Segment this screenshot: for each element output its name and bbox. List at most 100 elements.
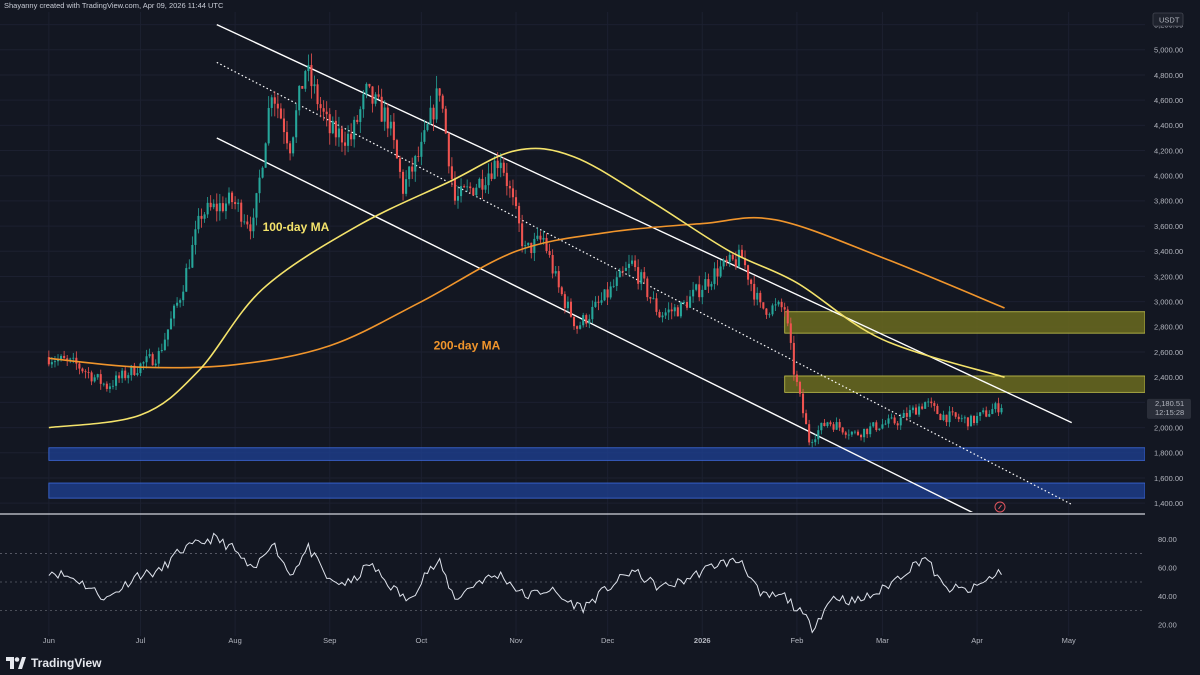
price-tick-label: 4,800.00 — [1154, 71, 1183, 80]
candle-body — [337, 128, 340, 138]
candle-body — [93, 377, 96, 382]
currency-label: USDT — [1152, 12, 1184, 27]
candle-body — [588, 319, 591, 324]
candle-body — [212, 203, 215, 208]
candle-body — [417, 156, 420, 157]
candle-body — [261, 167, 264, 178]
price-tick-label: 1,800.00 — [1154, 449, 1183, 458]
candle-body — [783, 307, 786, 310]
candle-body — [148, 354, 151, 357]
candle-body — [359, 109, 362, 122]
candle-body — [475, 187, 478, 196]
candle-body — [99, 374, 102, 384]
price-tick-label: 2,600.00 — [1154, 348, 1183, 357]
candle-body — [301, 85, 304, 89]
candle-body — [377, 94, 380, 97]
candle-body — [646, 278, 649, 298]
candle-body — [353, 119, 356, 140]
candle-body — [576, 326, 579, 329]
candle-body — [374, 94, 377, 104]
candle-body — [670, 309, 673, 312]
price-tick-label: 3,600.00 — [1154, 222, 1183, 231]
time-tick-label: Sep — [323, 636, 336, 645]
candle-body — [942, 414, 945, 420]
candle-body — [896, 423, 899, 426]
candle-body — [655, 298, 658, 312]
tradingview-logo[interactable]: TradingView — [6, 656, 101, 670]
candle-body — [496, 160, 499, 169]
candle-body — [75, 357, 78, 364]
candle-body — [685, 302, 689, 308]
candle-body — [285, 132, 289, 144]
candle-body — [933, 403, 936, 406]
candle-body — [713, 268, 716, 284]
candle-body — [276, 103, 279, 109]
alert-marker-icon[interactable] — [994, 501, 1006, 513]
candle-body — [163, 339, 166, 351]
price-chart[interactable]: 100-day MA 200-day MA 5,200.005,000.004,… — [0, 0, 1200, 652]
candle-body — [869, 426, 872, 435]
rsi-axis[interactable]: 80.00 60.00 40.00 20.00 — [1158, 535, 1177, 629]
candle-body — [460, 186, 463, 197]
candle-body — [661, 315, 664, 318]
candle-body — [823, 422, 826, 427]
candle-body — [829, 422, 832, 425]
candle-body — [362, 94, 365, 110]
candle-body — [279, 108, 282, 119]
candle-body — [386, 107, 389, 129]
candle-body — [905, 412, 908, 417]
candle-body — [569, 301, 573, 317]
candle-body — [322, 108, 325, 112]
candle-body — [463, 186, 466, 188]
candle-body — [811, 442, 814, 443]
candle-body — [582, 315, 585, 326]
candle-body — [731, 254, 734, 260]
candle-body — [343, 142, 347, 146]
candle-body — [682, 302, 685, 303]
candle-body — [991, 409, 994, 415]
candle-body — [1000, 407, 1003, 413]
candle-body — [160, 350, 163, 352]
candle-body — [918, 406, 921, 415]
candle-body — [768, 314, 771, 316]
candle-body — [298, 85, 301, 111]
price-tick-label: 1,400.00 — [1154, 499, 1183, 508]
candle-body — [643, 272, 646, 279]
candle-body — [478, 178, 481, 188]
candle-body — [777, 301, 780, 305]
candle-body — [209, 202, 212, 208]
candle-body — [808, 424, 811, 443]
candle-body — [692, 289, 695, 297]
candle-body — [350, 133, 353, 140]
candle-body — [994, 403, 997, 410]
price-axis[interactable]: 5,200.005,000.004,800.004,600.004,400.00… — [1154, 20, 1183, 508]
candle-body — [221, 203, 224, 212]
candle-body — [841, 427, 844, 433]
price-tick-label: 2,800.00 — [1154, 323, 1183, 332]
candle-body — [270, 97, 273, 108]
candle-body — [725, 259, 728, 262]
candle-body — [405, 179, 408, 194]
candles — [47, 53, 1003, 448]
candle-body — [527, 242, 530, 246]
candle-body — [157, 351, 160, 364]
price-tick-label: 1,600.00 — [1154, 474, 1183, 483]
candle-body — [206, 202, 209, 215]
candle-body — [258, 177, 261, 194]
candle-body — [154, 363, 157, 366]
candle-body — [145, 356, 148, 363]
price-tick-label: 4,000.00 — [1154, 172, 1183, 181]
candle-body — [850, 431, 853, 435]
candle-body — [484, 185, 487, 190]
candle-body — [218, 203, 221, 212]
candle-body — [835, 422, 838, 430]
time-axis[interactable]: Jun Jul Aug Sep Oct Nov Dec 2026 Feb Mar Apr May — [43, 636, 1076, 645]
candle-body — [786, 309, 789, 324]
candle-body — [60, 355, 63, 359]
candle-body — [976, 416, 979, 424]
candle-body — [429, 107, 432, 125]
candle-body — [84, 371, 87, 373]
candle-body — [737, 249, 740, 267]
candle-body — [499, 162, 502, 169]
candle-body — [826, 422, 829, 427]
